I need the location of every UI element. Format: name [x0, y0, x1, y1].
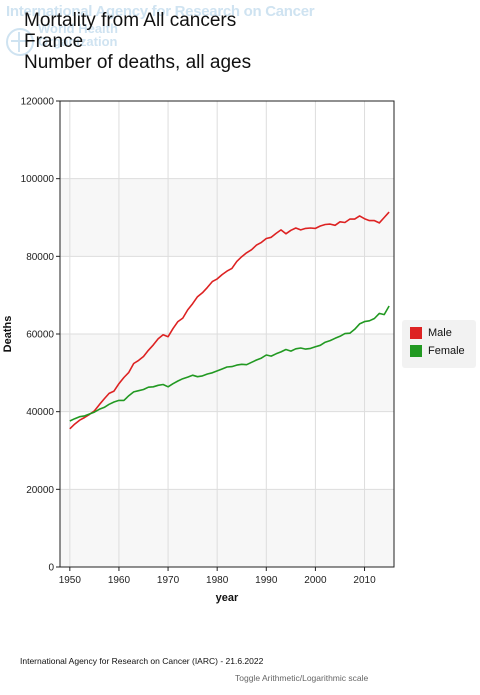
- who-globe-icon: [6, 28, 34, 56]
- chart-title: Mortality from All cancers France Number…: [24, 10, 251, 73]
- y-tick-label: 120000: [21, 97, 55, 108]
- title-line-2: France: [24, 31, 84, 52]
- background-band: [60, 256, 394, 334]
- background-band: [60, 101, 394, 179]
- x-axis-label: year: [216, 592, 239, 604]
- watermark-agency-name: International Agency for Research on Can…: [6, 3, 315, 20]
- toggle-scale-link[interactable]: Toggle Arithmetic/Logarithmic scale: [235, 673, 369, 683]
- series-line-female: [69, 305, 390, 422]
- x-tick-label: 1960: [108, 575, 131, 586]
- legend-item-female[interactable]: Female: [410, 345, 465, 357]
- legend-label-male: Male: [428, 327, 452, 339]
- x-axis-ticks: 1950 1960 1970 1980 1990 2000 2010: [59, 567, 376, 586]
- iarc-watermark: International Agency for Research on Can…: [6, 3, 315, 56]
- x-tick-label: 1980: [206, 575, 229, 586]
- watermark-org-line1: World Health: [38, 21, 118, 36]
- legend-label-female: Female: [428, 345, 465, 357]
- series-line-male: [69, 211, 390, 430]
- y-tick-label: 40000: [26, 407, 54, 418]
- background-band: [60, 489, 394, 567]
- x-tick-label: 2010: [353, 575, 376, 586]
- x-tick-label: 2000: [304, 575, 327, 586]
- x-tick-label: 1970: [157, 575, 180, 586]
- y-tick-label: 100000: [21, 174, 55, 185]
- legend-swatch-female: [410, 345, 422, 357]
- title-line-3: Number of deaths, all ages: [24, 52, 252, 73]
- y-axis-label: Deaths: [2, 316, 14, 353]
- legend-swatch-male: [410, 327, 422, 339]
- background-bands: [60, 101, 394, 567]
- background-band: [60, 334, 394, 412]
- legend-item-male[interactable]: Male: [410, 327, 452, 339]
- y-tick-label: 20000: [26, 485, 54, 496]
- source-credit: International Agency for Research on Can…: [20, 656, 264, 666]
- x-tick-label: 1950: [59, 575, 82, 586]
- background-band: [60, 411, 394, 490]
- series-lines: [69, 211, 390, 430]
- x-tick-label: 1990: [255, 575, 278, 586]
- y-axis-ticks: 0 20000 40000 60000 80000 100000 120000: [21, 97, 60, 574]
- title-line-1: Mortality from All cancers: [24, 10, 237, 31]
- y-tick-label: 60000: [26, 330, 54, 341]
- watermark-org-line2: Organization: [38, 34, 118, 49]
- chart-legend: Male Female: [402, 320, 476, 368]
- y-tick-label: 0: [48, 563, 54, 574]
- y-tick-label: 80000: [26, 252, 54, 263]
- background-band: [60, 178, 394, 257]
